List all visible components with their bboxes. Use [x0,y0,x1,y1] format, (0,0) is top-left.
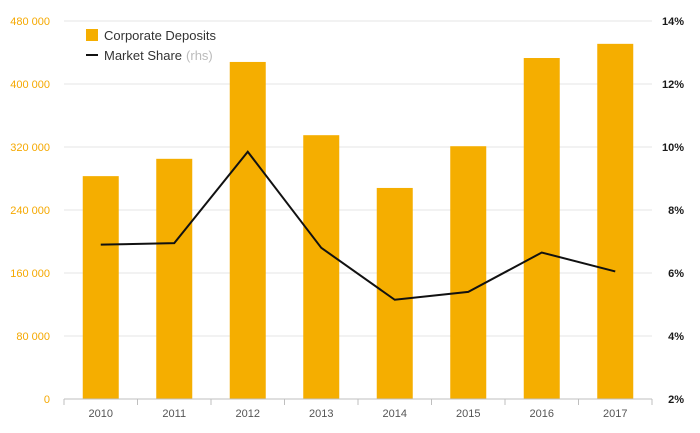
right-axis-tick-label: 10% [662,142,684,154]
right-axis-tick-label: 2% [668,394,684,406]
right-axis-tick-label: 12% [662,79,684,91]
left-axis-tick-label: 320 000 [10,142,50,154]
bar-2012 [229,61,266,399]
axes: 0 80 000 160 000 240 000 320 000 400 000 480 0… [10,16,684,420]
bar-2013 [303,135,340,399]
left-axis-tick-label: 400 000 [10,79,50,91]
legend-label-market-share-name: Market Share [104,48,182,63]
bar-2015 [450,146,487,399]
bar-2014 [376,187,413,399]
line-series-market-share [100,150,616,301]
legend-label-market-share: Market Share (rhs) [104,48,213,63]
legend-label-corporate-deposits: Corporate Deposits [104,28,216,43]
right-axis-tick-label: 6% [668,268,684,280]
left-axis-tick-label: 0 [44,394,50,406]
right-axis-tick-label: 8% [668,205,684,217]
left-axis-tick-label: 160 000 [10,268,50,280]
x-axis-tick-label: 2015 [456,408,480,420]
grid-lines [64,20,652,337]
x-axis-tick-label: 2017 [603,408,627,420]
x-axis-tick-label: 2016 [530,408,554,420]
left-axis-tick-label: 240 000 [10,205,50,217]
bar-2011 [156,158,193,399]
bar-2010 [82,176,119,399]
bar-2017 [597,43,634,400]
bar-2016 [523,58,560,399]
x-axis-tick-label: 2014 [383,408,407,420]
x-axis-tick-label: 2011 [162,408,186,420]
bar-series-corporate-deposits [82,43,634,400]
right-axis-tick-label: 4% [668,331,684,343]
x-axis-tick-label: 2013 [309,408,333,420]
legend-label-market-share-note: (rhs) [186,48,213,63]
right-axis-tick-label: 14% [662,16,684,28]
left-axis-tick-label: 80 000 [16,331,50,343]
left-axis-tick-label: 480 000 [10,16,50,28]
legend-swatch-corporate-deposits [86,29,98,41]
x-axis-tick-label: 2010 [89,408,113,420]
x-axis-tick-label: 2012 [236,408,260,420]
legend: Corporate Deposits Market Share (rhs) [86,28,216,63]
market-share-line [100,150,616,301]
